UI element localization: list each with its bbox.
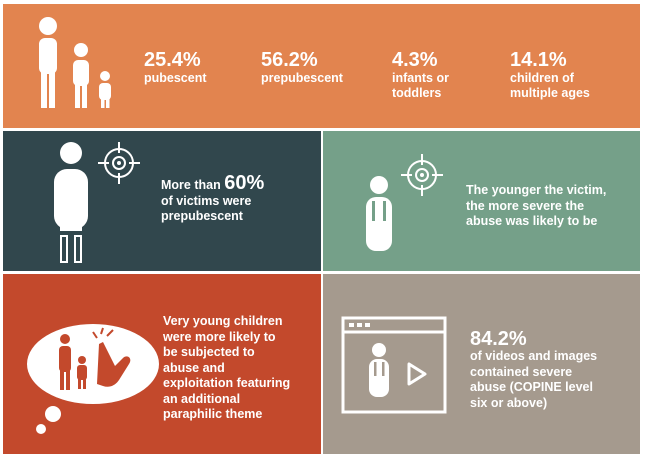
stat-pubescent-value: 25.4% bbox=[144, 49, 201, 71]
child-figure-icon bbox=[77, 356, 87, 389]
copine-severity-value: 84.2% bbox=[470, 328, 527, 350]
severity-panel: The younger the victim, the more severe … bbox=[323, 131, 640, 271]
paraphilic-theme-panel: Very young children were more likely to … bbox=[3, 274, 321, 454]
stat-prepubescent-value: 56.2% bbox=[261, 49, 318, 71]
target-crosshair-icon bbox=[98, 142, 140, 184]
adult-figure-icon bbox=[54, 142, 88, 263]
paraphilic-theme-text: Very young children were more likely to … bbox=[163, 314, 291, 421]
adult-figure-icon bbox=[59, 334, 71, 390]
copine-severity-text: of videos and images contained severe ab… bbox=[470, 349, 598, 410]
thought-bubble-icon bbox=[27, 324, 159, 434]
stat-prepubescent-label: prepubescent bbox=[261, 71, 343, 85]
copine-severity-panel: 84.2% of videos and images contained sev… bbox=[323, 274, 640, 454]
child-figure-icon bbox=[366, 176, 392, 251]
stat-multiple-ages-value: 14.1% bbox=[510, 49, 567, 71]
severity-text: The younger the victim, the more severe … bbox=[466, 183, 607, 228]
video-player-icon bbox=[341, 316, 447, 414]
prepubescent-majority-panel: More than 60% of victims were prepubesce… bbox=[3, 131, 321, 271]
target-crosshair-icon bbox=[401, 154, 443, 196]
stat-infants-value: 4.3% bbox=[392, 49, 438, 71]
family-figures-icon bbox=[39, 17, 111, 108]
age-breakdown-panel: 25.4% pubescent 56.2% prepubescent 4.3% … bbox=[3, 4, 640, 128]
stat-multiple-ages-label: children of multiple ages bbox=[510, 71, 590, 100]
hand-icon bbox=[92, 327, 131, 387]
play-icon bbox=[407, 362, 427, 386]
prepubescent-majority-value: 60% bbox=[224, 172, 265, 194]
stat-infants-label: infants or toddlers bbox=[392, 71, 449, 100]
prepubescent-majority-text: More than 60% of victims were prepubesce… bbox=[161, 172, 265, 223]
stat-pubescent-label: pubescent bbox=[144, 71, 207, 85]
child-figure-icon bbox=[369, 343, 389, 397]
